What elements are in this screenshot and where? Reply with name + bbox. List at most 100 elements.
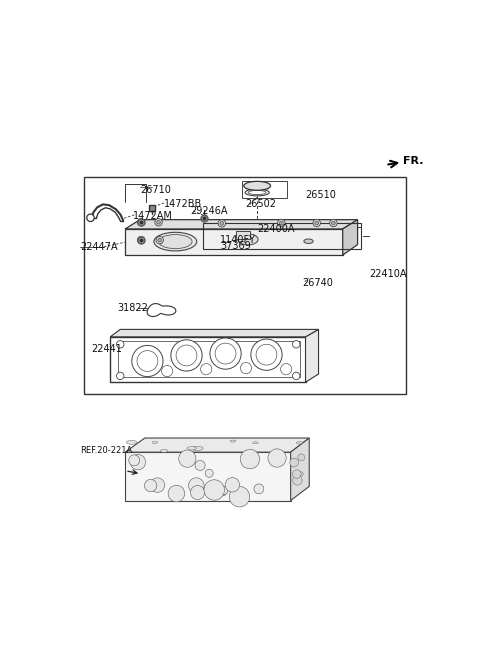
- Ellipse shape: [248, 191, 266, 195]
- Polygon shape: [343, 219, 358, 255]
- Ellipse shape: [192, 446, 203, 450]
- Circle shape: [191, 486, 204, 500]
- Text: 26740: 26740: [302, 277, 333, 287]
- Text: 31822: 31822: [118, 303, 148, 313]
- Circle shape: [87, 214, 94, 221]
- Circle shape: [210, 338, 241, 370]
- Circle shape: [155, 219, 162, 226]
- Ellipse shape: [126, 440, 137, 444]
- Circle shape: [240, 450, 260, 469]
- Circle shape: [176, 345, 197, 366]
- Text: 1472BB: 1472BB: [164, 199, 203, 209]
- Ellipse shape: [152, 442, 157, 444]
- Circle shape: [129, 455, 140, 466]
- Ellipse shape: [244, 181, 271, 190]
- Circle shape: [218, 219, 226, 227]
- Text: 22447A: 22447A: [81, 242, 118, 252]
- Circle shape: [254, 484, 264, 494]
- Polygon shape: [147, 303, 176, 317]
- Ellipse shape: [296, 442, 303, 444]
- Circle shape: [217, 486, 227, 496]
- Circle shape: [251, 339, 282, 370]
- Circle shape: [195, 460, 205, 470]
- Circle shape: [279, 221, 283, 225]
- Text: REF.20-221A: REF.20-221A: [81, 446, 132, 455]
- Ellipse shape: [158, 235, 192, 249]
- Ellipse shape: [230, 440, 236, 442]
- Circle shape: [277, 219, 285, 227]
- Circle shape: [171, 340, 202, 371]
- Circle shape: [313, 219, 321, 227]
- Circle shape: [292, 372, 300, 380]
- Circle shape: [137, 219, 145, 226]
- Circle shape: [298, 454, 305, 461]
- Circle shape: [130, 454, 145, 470]
- Circle shape: [292, 341, 300, 348]
- Polygon shape: [125, 452, 290, 500]
- Bar: [84, 177, 406, 394]
- Text: 26510: 26510: [305, 191, 336, 201]
- Text: 29246A: 29246A: [190, 206, 228, 216]
- Circle shape: [225, 478, 240, 492]
- Circle shape: [293, 476, 302, 485]
- Circle shape: [281, 364, 292, 375]
- FancyBboxPatch shape: [236, 231, 250, 239]
- Circle shape: [156, 220, 160, 224]
- Circle shape: [268, 449, 286, 467]
- Polygon shape: [118, 342, 300, 377]
- Circle shape: [156, 236, 163, 244]
- Ellipse shape: [154, 232, 197, 251]
- Ellipse shape: [245, 189, 269, 196]
- Circle shape: [139, 220, 143, 224]
- Circle shape: [290, 458, 299, 467]
- Circle shape: [201, 364, 212, 375]
- Circle shape: [137, 236, 145, 244]
- Circle shape: [117, 372, 124, 380]
- Circle shape: [137, 351, 158, 372]
- Circle shape: [330, 219, 337, 227]
- Circle shape: [299, 472, 303, 476]
- Circle shape: [117, 341, 124, 348]
- Polygon shape: [110, 337, 305, 382]
- Bar: [242, 181, 287, 199]
- Circle shape: [179, 450, 196, 468]
- Circle shape: [150, 478, 165, 492]
- Text: 22410A: 22410A: [369, 269, 406, 279]
- Text: 1140FY: 1140FY: [220, 235, 256, 245]
- Circle shape: [292, 470, 301, 478]
- Circle shape: [168, 485, 185, 502]
- Polygon shape: [125, 438, 309, 452]
- Circle shape: [215, 343, 236, 364]
- Text: 22400A: 22400A: [257, 224, 295, 234]
- Polygon shape: [305, 329, 319, 382]
- Polygon shape: [290, 438, 309, 500]
- Circle shape: [220, 221, 224, 225]
- Circle shape: [144, 480, 157, 492]
- Text: 22441: 22441: [92, 344, 122, 354]
- Ellipse shape: [187, 447, 196, 450]
- Circle shape: [162, 366, 173, 377]
- Circle shape: [256, 344, 277, 365]
- Ellipse shape: [304, 239, 313, 243]
- Ellipse shape: [238, 234, 258, 245]
- Circle shape: [132, 346, 163, 377]
- Circle shape: [139, 238, 143, 242]
- Circle shape: [315, 221, 319, 225]
- Circle shape: [205, 470, 213, 478]
- Polygon shape: [125, 229, 343, 255]
- Ellipse shape: [160, 450, 168, 452]
- Circle shape: [240, 362, 252, 374]
- Text: 37369: 37369: [220, 241, 251, 251]
- Circle shape: [219, 486, 228, 495]
- Polygon shape: [125, 219, 358, 229]
- Text: 26502: 26502: [245, 199, 276, 209]
- Text: 1472AM: 1472AM: [132, 211, 172, 221]
- Polygon shape: [110, 329, 319, 337]
- Circle shape: [158, 238, 162, 242]
- Circle shape: [229, 486, 250, 507]
- Ellipse shape: [252, 442, 258, 444]
- Circle shape: [204, 480, 225, 500]
- Circle shape: [189, 478, 204, 494]
- Circle shape: [332, 221, 335, 225]
- Bar: [203, 223, 361, 249]
